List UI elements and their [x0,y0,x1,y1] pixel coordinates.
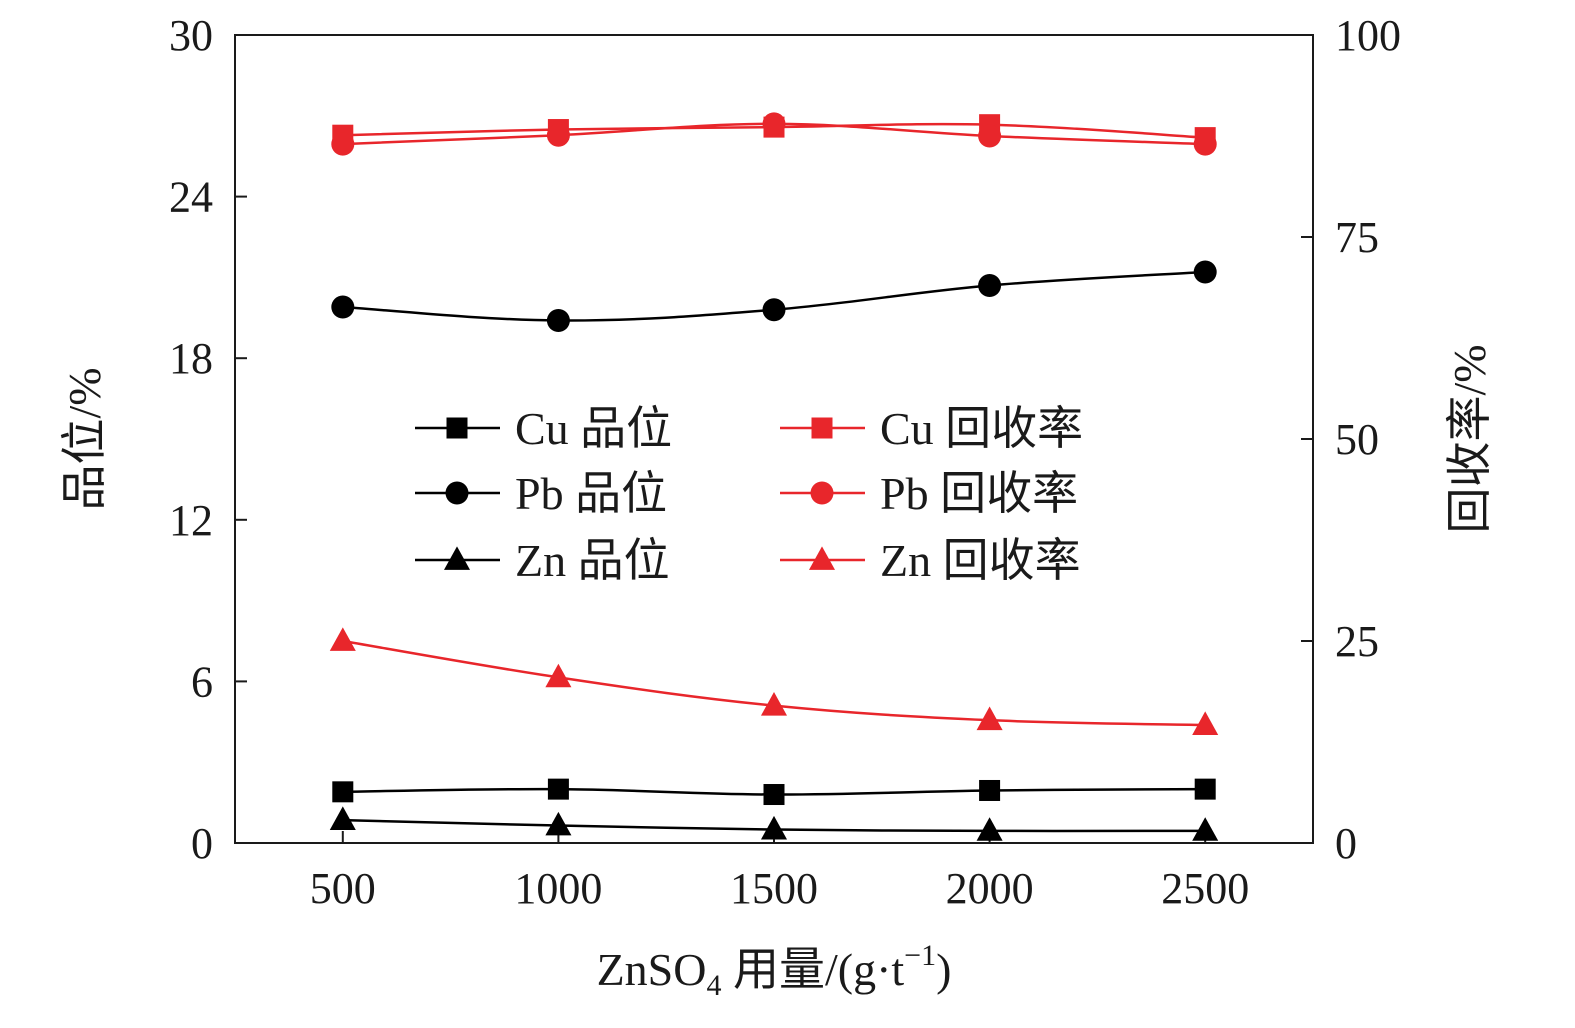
legend-label: Zn 回收率 [880,535,1081,586]
data-point-square [547,778,569,800]
left-y-tick-label: 18 [169,334,213,383]
data-point-triangle [1192,711,1219,735]
data-point-circle [546,123,570,147]
right-y-tick-label: 50 [1335,415,1379,464]
legend-item: Cu 品位 [415,403,672,454]
right-y-tick-label: 25 [1335,617,1379,666]
series-cu-品位 [332,778,1216,806]
data-point-circle [331,295,355,319]
series-pb-品位 [331,260,1217,332]
legend-label: Pb 品位 [515,468,667,519]
data-point-square [979,779,1001,801]
legend-marker-square [446,417,468,439]
left-y-tick-label: 0 [191,819,213,868]
legend-marker-circle [445,481,469,505]
left-y-axis-title: 品位/% [59,367,110,510]
legend-item: Cu 回收率 [780,403,1083,454]
chart-frame-layer [234,34,1314,844]
x-axis-title: ZnSO4 用量/(g·t−1) [597,939,952,1002]
axis-text-layer: ZnSO4 用量/(g·t−1) 品位/% 回收率/% 500 1000 1500 2… [59,11,1495,1002]
right-y-tick-label: 100 [1335,11,1401,60]
data-point-square [332,781,354,803]
x-axis-title-subscript: 4 [706,969,721,1002]
data-point-circle [762,112,786,136]
data-point-triangle [976,706,1003,731]
data-point-triangle [545,663,572,688]
data-point-circle [1193,260,1217,284]
legend-item: Pb 品位 [415,468,667,519]
legend-label: Cu 回收率 [880,403,1083,454]
legend-marker-circle [810,481,834,505]
data-point-triangle [1192,817,1219,841]
legend-label: Cu 品位 [515,403,672,454]
left-y-tick-label: 12 [169,496,213,545]
data-point-triangle [976,817,1003,841]
data-point-triangle [329,627,356,651]
left-y-tick-label: 24 [169,173,213,222]
legend: Cu 品位 Pb 品位 Zn 品位 Cu 回收率 Pb 回收率 Zn 回收率 [415,403,1083,586]
legend-item: Zn 回收率 [780,535,1081,586]
x-tick-label: 2000 [946,864,1034,913]
legend-marker-triangle [443,546,471,570]
data-point-circle [978,124,1002,148]
data-point-triangle [760,691,788,716]
x-axis-title-main: ZnSO [597,944,707,995]
data-point-circle [762,298,786,322]
series-zn-品位 [329,806,1219,841]
x-tick-label: 2500 [1161,864,1249,913]
left-y-tick-label: 6 [191,657,213,706]
data-point-circle [546,308,570,332]
legend-label: Zn 品位 [515,535,670,586]
legend-item: Pb 回收率 [780,468,1078,519]
legend-item: Zn 品位 [415,535,670,586]
x-axis-title-close: ) [936,944,951,995]
series-zn-回收率 [329,627,1219,735]
legend-label: Pb 回收率 [880,468,1078,519]
legend-marker-square [811,417,833,439]
data-point-circle [1193,132,1217,156]
right-y-tick-label: 0 [1335,819,1357,868]
legend-marker-triangle [808,546,836,570]
data-point-circle [978,273,1002,297]
data-point-triangle [329,806,356,831]
x-axis-title-superscript: −1 [904,939,936,972]
series-pb-回收率 [331,112,1217,156]
x-tick-label: 1500 [730,864,818,913]
left-y-tick-label: 30 [169,11,213,60]
x-tick-label: 500 [310,864,376,913]
right-y-axis-title: 回收率/% [1444,344,1495,533]
data-point-triangle [545,811,572,836]
plot-frame [234,34,1314,844]
data-point-circle [331,132,355,156]
x-tick-label: 1000 [514,864,602,913]
x-axis-title-rest: 用量/(g·t [721,944,904,995]
series-layer [329,112,1219,841]
data-point-square [763,784,785,806]
data-point-square [1194,778,1216,800]
right-y-tick-label: 75 [1335,213,1379,262]
data-point-triangle [760,815,788,840]
